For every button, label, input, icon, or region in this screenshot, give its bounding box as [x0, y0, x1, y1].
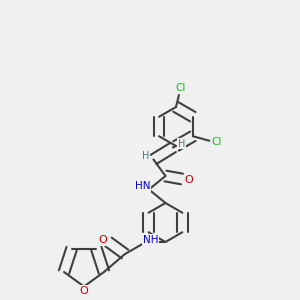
- Text: O: O: [184, 175, 193, 185]
- Text: NH: NH: [143, 235, 158, 244]
- Text: O: O: [80, 286, 88, 296]
- Text: Cl: Cl: [212, 137, 222, 147]
- Text: HN: HN: [135, 182, 150, 191]
- Text: H: H: [178, 139, 185, 149]
- Text: H: H: [142, 151, 150, 161]
- Text: Cl: Cl: [175, 83, 186, 93]
- Text: O: O: [98, 236, 107, 245]
